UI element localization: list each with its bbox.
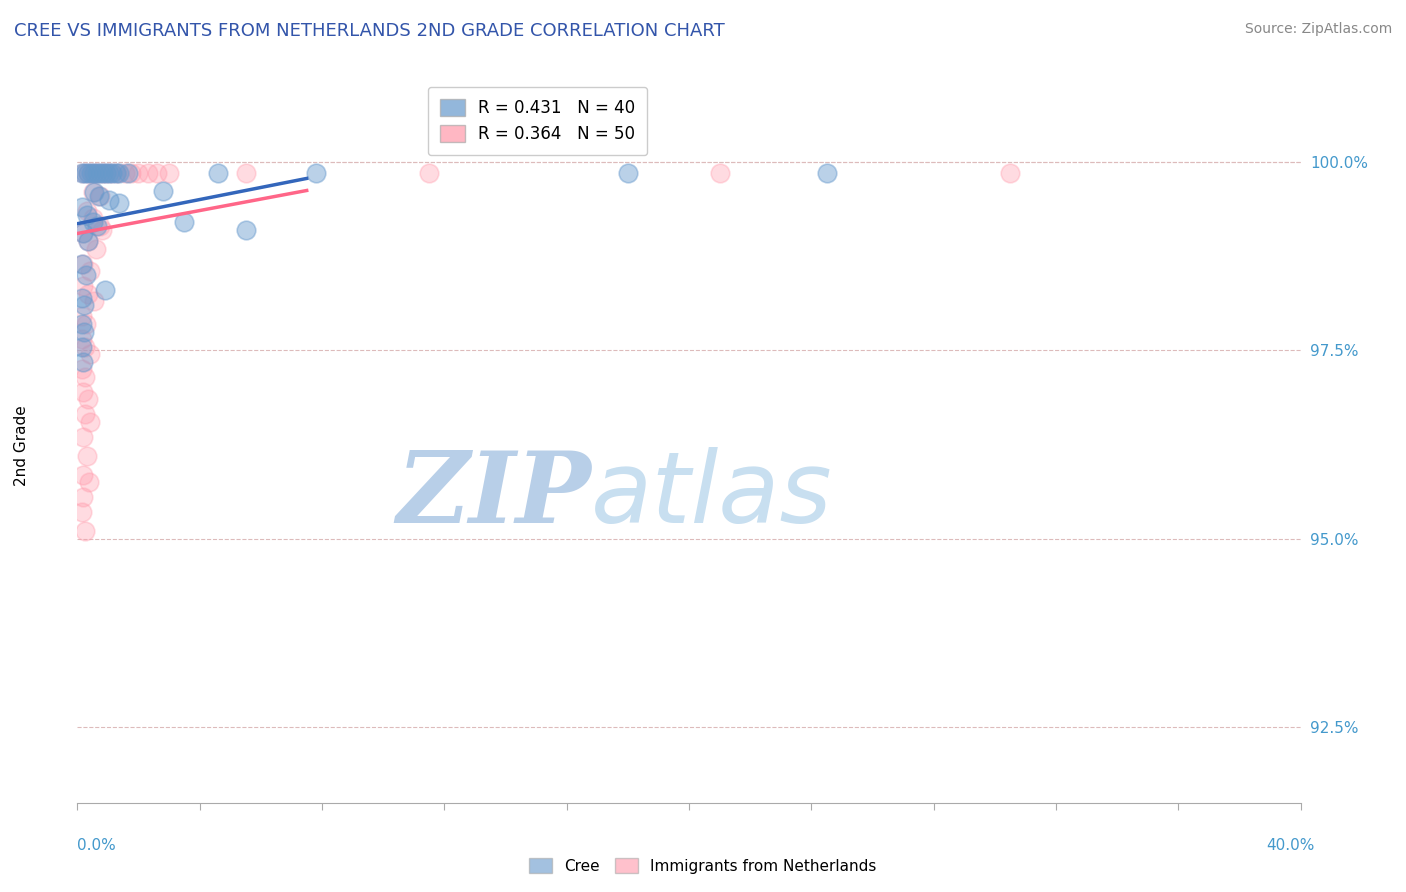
Point [90, 223, 112, 237]
Point [107, 196, 129, 211]
Point [89, 219, 111, 233]
Point [89, 166, 111, 180]
Point [70, 166, 93, 180]
Point [70, 257, 93, 271]
Text: CREE VS IMMIGRANTS FROM NETHERLANDS 2ND GRADE CORRELATION CHART: CREE VS IMMIGRANTS FROM NETHERLANDS 2ND … [14, 22, 725, 40]
Point [120, 166, 142, 180]
Point [101, 166, 124, 180]
Point [77, 234, 100, 248]
Point [84, 242, 107, 256]
Text: 40.0%: 40.0% [1267, 838, 1315, 854]
Point [77, 166, 100, 180]
Text: atlas: atlas [591, 447, 832, 544]
Legend: R = 0.431   N = 40, R = 0.364   N = 50: R = 0.431 N = 40, R = 0.364 N = 50 [429, 87, 647, 155]
Point [96, 166, 118, 180]
Point [83, 166, 105, 180]
Point [82, 215, 104, 229]
Point [76, 449, 98, 463]
Point [76, 203, 98, 218]
Point [83, 185, 105, 199]
Point [146, 166, 169, 180]
Point [89, 188, 111, 202]
Point [98, 193, 121, 207]
Point [82, 166, 104, 180]
Point [98, 166, 121, 180]
Point [72, 227, 94, 241]
Point [105, 166, 128, 180]
Point [87, 188, 110, 202]
Point [77, 234, 100, 248]
Point [709, 166, 731, 180]
Point [75, 317, 97, 331]
Point [117, 166, 139, 180]
Point [86, 219, 108, 233]
Point [73, 408, 96, 422]
Point [77, 392, 100, 407]
Point [91, 166, 114, 180]
Point [617, 166, 640, 180]
Point [79, 264, 101, 278]
Point [79, 347, 101, 361]
Point [96, 166, 118, 180]
Point [75, 268, 97, 282]
Point [73, 325, 96, 339]
Point [114, 166, 136, 180]
Point [136, 166, 159, 180]
Point [235, 223, 257, 237]
Point [70, 340, 93, 354]
Point [77, 166, 100, 180]
Point [72, 467, 94, 482]
Point [104, 166, 127, 180]
Text: Source: ZipAtlas.com: Source: ZipAtlas.com [1244, 22, 1392, 37]
Point [815, 166, 838, 180]
Point [77, 286, 100, 301]
Point [107, 166, 129, 180]
Point [70, 332, 93, 346]
Point [79, 415, 101, 429]
Point [73, 524, 96, 539]
Point [73, 298, 96, 312]
Point [100, 166, 122, 180]
Point [90, 166, 112, 180]
Text: ZIP: ZIP [396, 448, 591, 544]
Point [80, 166, 103, 180]
Point [86, 166, 108, 180]
Point [73, 340, 96, 354]
Point [70, 317, 93, 331]
Point [70, 291, 93, 305]
Point [94, 283, 117, 297]
Point [72, 166, 94, 180]
Point [70, 310, 93, 324]
Legend: Cree, Immigrants from Netherlands: Cree, Immigrants from Netherlands [523, 852, 883, 880]
Point [73, 166, 96, 180]
Point [72, 491, 94, 505]
Point [173, 215, 195, 229]
Point [72, 354, 94, 368]
Point [152, 184, 174, 198]
Point [70, 362, 93, 376]
Point [418, 166, 440, 180]
Point [83, 294, 105, 309]
Point [998, 166, 1021, 180]
Point [82, 211, 104, 226]
Point [207, 166, 229, 180]
Point [77, 475, 100, 490]
Point [82, 185, 104, 199]
Point [70, 506, 93, 520]
Point [86, 166, 108, 180]
Point [73, 369, 96, 384]
Point [235, 166, 257, 180]
Point [72, 430, 94, 444]
Point [76, 208, 98, 222]
Text: 2nd Grade: 2nd Grade [14, 406, 28, 486]
Point [72, 279, 94, 293]
Point [157, 166, 180, 180]
Point [70, 200, 93, 214]
Point [127, 166, 149, 180]
Point [72, 227, 94, 241]
Point [72, 257, 94, 271]
Point [305, 166, 328, 180]
Text: 0.0%: 0.0% [77, 838, 117, 854]
Point [72, 384, 94, 399]
